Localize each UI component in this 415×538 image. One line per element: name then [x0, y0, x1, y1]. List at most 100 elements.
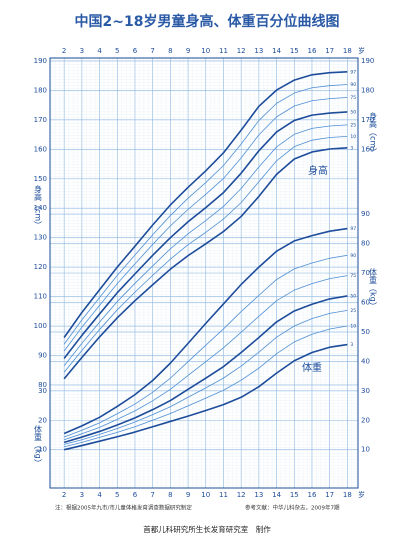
footer-credit: 首都儿科研究所生长发育研究室 制作: [143, 524, 271, 534]
percentile-curve: [63, 295, 348, 444]
x-unit: 岁: [358, 490, 365, 499]
y-tick-label: 120: [34, 263, 47, 271]
curve-label: 10: [350, 324, 356, 330]
y-tick-label: 180: [361, 86, 374, 94]
x-unit: 岁: [358, 46, 365, 55]
y-tick-label: 20: [38, 416, 47, 424]
x-tick-label: 9: [186, 491, 190, 499]
x-tick-label: 7: [150, 47, 154, 55]
y-tick-label: 150: [34, 175, 47, 183]
percentile-curve: [63, 84, 348, 345]
y-tick-label: 60: [361, 298, 370, 306]
curve-label: 25: [350, 308, 356, 314]
x-tick-label: 6: [133, 491, 138, 499]
x-tick-label: 13: [254, 491, 263, 499]
x-tick-label: 12: [237, 491, 246, 499]
x-tick-label: 17: [325, 47, 334, 55]
x-tick-label: 18: [343, 47, 352, 55]
curve-label: 90: [350, 253, 356, 259]
x-tick-label: 4: [97, 491, 102, 499]
x-tick-label: 8: [168, 47, 172, 55]
percentile-curve: [63, 343, 348, 451]
y-tick-label: 140: [34, 204, 47, 212]
y-tick-label: 170: [34, 116, 47, 124]
curve-label: 10: [350, 134, 356, 140]
x-tick-label: 16: [308, 491, 317, 499]
percentile-curve: [64, 325, 348, 448]
percentile-curve: [63, 111, 348, 359]
x-tick-label: 16: [308, 47, 317, 55]
x-tick-label: 18: [343, 491, 352, 499]
curve-label: 3: [350, 342, 353, 348]
curve-label: 50: [350, 293, 356, 299]
percentile-curve: [63, 135, 348, 373]
y-axis-label: 身高（cm）: [34, 184, 43, 229]
x-tick-label: 15: [290, 47, 299, 55]
y-tick-label: 130: [34, 234, 47, 242]
percentile-curve: [64, 254, 348, 438]
y-tick-label: 20: [361, 416, 370, 424]
y-tick-label: 190: [34, 57, 47, 65]
y-tick-label: 170: [361, 116, 374, 124]
chart-title: 中国2~18岁男童身高、体重百分位曲线图: [75, 13, 340, 30]
percentile-curve: [64, 310, 348, 445]
y-axis-label: 身高（cm）: [369, 111, 378, 156]
curve-label: 97: [350, 69, 356, 75]
curve-label: 75: [350, 273, 356, 279]
curves: [63, 71, 348, 451]
x-tick-label: 6: [133, 47, 138, 55]
curve-label: 75: [350, 95, 356, 101]
y-tick-label: 180: [34, 86, 47, 94]
curve-label: 97: [350, 226, 356, 232]
y-axis-label: 体重（kg）: [34, 424, 43, 467]
x-tick-label: 12: [237, 47, 246, 55]
x-tick-label: 5: [115, 491, 119, 499]
footer-reference: 参考文献：中华儿科杂志，2009年7期: [245, 504, 340, 512]
x-tick-label: 8: [168, 491, 172, 499]
y-tick-label: 160: [361, 145, 374, 153]
x-tick-label: 4: [97, 47, 102, 55]
y-tick-label: 110: [34, 293, 47, 301]
y-tick-label: 40: [361, 357, 370, 365]
x-tick-label: 3: [80, 491, 84, 499]
plot-frame: [49, 57, 359, 489]
x-tick-label: 11: [219, 47, 228, 55]
curve-label: 3: [350, 145, 353, 151]
x-tick-label: 5: [115, 47, 119, 55]
footer-note: 注：根据2005年九市/市儿童体格发育调查数据研究制定: [55, 504, 192, 512]
y-tick-label: 30: [38, 387, 47, 395]
y-tick-label: 80: [361, 240, 370, 248]
curve-group-label: 身高: [308, 164, 328, 177]
x-tick-label: 10: [201, 491, 210, 499]
curve-label: 50: [350, 109, 356, 115]
x-tick-label: 2: [62, 47, 66, 55]
x-tick-label: 10: [201, 47, 210, 55]
y-tick-label: 80: [38, 381, 47, 389]
curve-label: 90: [350, 82, 356, 88]
x-tick-label: 2: [62, 491, 66, 499]
percentile-curve: [63, 97, 348, 352]
percentile-curve: [63, 147, 348, 380]
y-tick-label: 160: [34, 145, 47, 153]
curve-label: 25: [350, 122, 356, 128]
x-tick-label: 15: [290, 491, 299, 499]
y-tick-label: 50: [361, 328, 370, 336]
labels: 2 2 3 3 4 4 5 5 6 6 7 7 8 8 9 9 10 10 11 11 12 12 13 13 14 14 15 15…: [34, 46, 378, 499]
x-tick-label: 9: [186, 47, 190, 55]
y-tick-label: 190: [361, 57, 374, 65]
x-tick-label: 7: [150, 491, 154, 499]
y-tick-label: 10: [361, 446, 370, 454]
y-tick-label: 90: [361, 210, 370, 218]
x-tick-label: 13: [254, 47, 263, 55]
percentile-curve: [63, 227, 348, 435]
x-tick-label: 17: [325, 491, 334, 499]
y-tick-label: 10: [38, 446, 47, 454]
x-tick-label: 11: [219, 491, 228, 499]
y-tick-label: 70: [361, 269, 370, 277]
curve-group-label: 体重: [302, 361, 322, 374]
y-tick-label: 100: [34, 322, 47, 330]
y-tick-label: 30: [361, 387, 370, 395]
x-tick-label: 14: [272, 491, 281, 499]
x-tick-label: 14: [272, 47, 281, 55]
